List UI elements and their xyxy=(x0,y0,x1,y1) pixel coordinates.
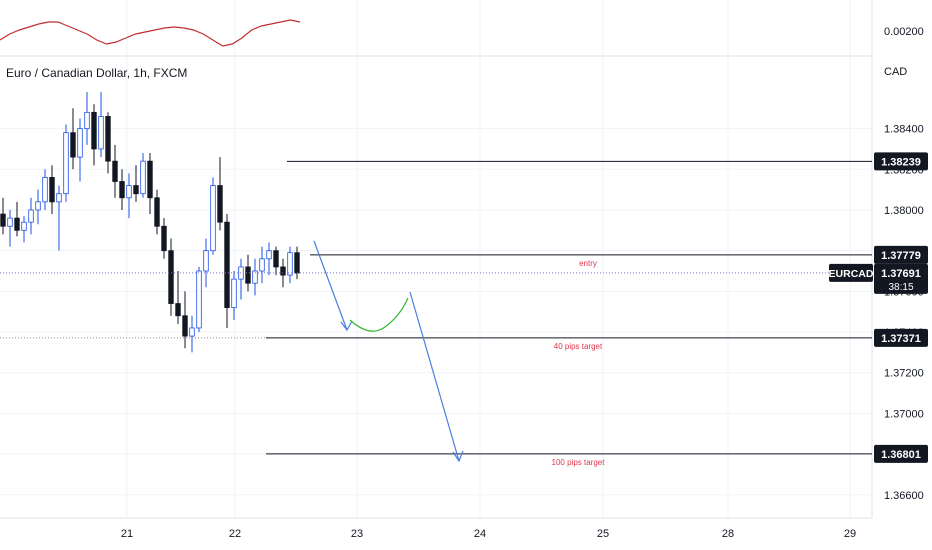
level-annotation: 40 pips target xyxy=(554,342,603,351)
y-tick-label: 1.37200 xyxy=(884,368,924,380)
candle xyxy=(7,217,13,227)
y-tick-label: 1.38000 xyxy=(884,205,924,217)
candle xyxy=(154,197,160,227)
level-price-label: 1.37779 xyxy=(881,250,921,262)
candle xyxy=(287,252,293,276)
arrow-head-icon xyxy=(340,320,353,332)
symbol-label: EURCAD xyxy=(829,268,874,280)
candle xyxy=(238,266,244,280)
x-tick-label: 21 xyxy=(121,528,133,540)
candle xyxy=(84,111,90,130)
candle xyxy=(70,132,76,158)
candle xyxy=(147,160,153,199)
candle xyxy=(294,252,300,274)
candle xyxy=(126,185,132,199)
candle xyxy=(63,132,69,195)
candle xyxy=(245,266,251,284)
candle xyxy=(77,128,83,158)
candle xyxy=(35,201,41,211)
candle xyxy=(161,225,167,252)
candle xyxy=(91,111,97,150)
level-price-tag xyxy=(874,444,928,463)
level-price-label: 1.38239 xyxy=(881,156,921,168)
level-price-tag xyxy=(874,245,928,264)
candle xyxy=(14,217,20,231)
x-tick-label: 28 xyxy=(722,528,734,540)
level-annotation: 100 pips target xyxy=(552,458,606,467)
candle xyxy=(42,177,48,203)
candle xyxy=(280,266,286,276)
candle xyxy=(133,185,139,195)
candle xyxy=(140,160,146,195)
candle xyxy=(196,270,202,329)
indicator-line xyxy=(0,19,301,47)
candle xyxy=(0,213,6,227)
candle xyxy=(252,270,258,284)
x-tick-label: 29 xyxy=(844,528,856,540)
candle xyxy=(182,315,188,337)
candle xyxy=(217,185,223,223)
candle xyxy=(189,327,195,337)
projection-arrow-1 xyxy=(313,240,348,331)
candle xyxy=(266,250,272,260)
candles xyxy=(0,92,300,353)
candle xyxy=(168,250,174,304)
candle xyxy=(21,221,27,231)
candle xyxy=(175,303,181,317)
arrow-head-icon xyxy=(452,450,464,463)
candle xyxy=(119,181,125,199)
candle xyxy=(105,116,111,162)
current-price-tag xyxy=(874,263,928,294)
candle xyxy=(273,250,279,268)
x-tick-label: 23 xyxy=(351,528,363,540)
y-tick-label: 1.36600 xyxy=(884,490,924,502)
grid xyxy=(0,0,872,518)
candle xyxy=(259,258,265,272)
current-price-label: 1.37691 xyxy=(881,268,921,280)
currency-label: CAD xyxy=(884,66,907,78)
level-price-label: 1.36801 xyxy=(881,449,921,461)
candle xyxy=(98,116,104,150)
indicator-value: 0.00200 xyxy=(884,26,924,38)
candle xyxy=(210,185,216,252)
y-tick-label: 1.38400 xyxy=(884,124,924,136)
level-price-label: 1.37371 xyxy=(881,333,921,345)
candle xyxy=(49,177,55,203)
symbol-title[interactable]: Euro / Canadian Dollar, 1h, FXCM xyxy=(6,66,188,80)
candle xyxy=(112,160,118,182)
candle xyxy=(224,221,230,309)
projection-arrow-2 xyxy=(409,291,460,462)
candle xyxy=(56,193,62,203)
bounce-curve xyxy=(349,297,409,332)
x-tick-label: 25 xyxy=(597,528,609,540)
y-tick-label: 1.37000 xyxy=(884,408,924,420)
x-tick-label: 22 xyxy=(229,528,241,540)
candle xyxy=(203,250,209,272)
level-annotation: entry xyxy=(579,259,597,268)
countdown-label: 38:15 xyxy=(888,282,913,293)
candle xyxy=(28,209,34,223)
level-price-tag xyxy=(874,328,928,347)
symbol-tag xyxy=(829,263,873,282)
x-tick-label: 24 xyxy=(474,528,486,540)
level-price-tag xyxy=(874,152,928,171)
candle xyxy=(231,278,237,309)
